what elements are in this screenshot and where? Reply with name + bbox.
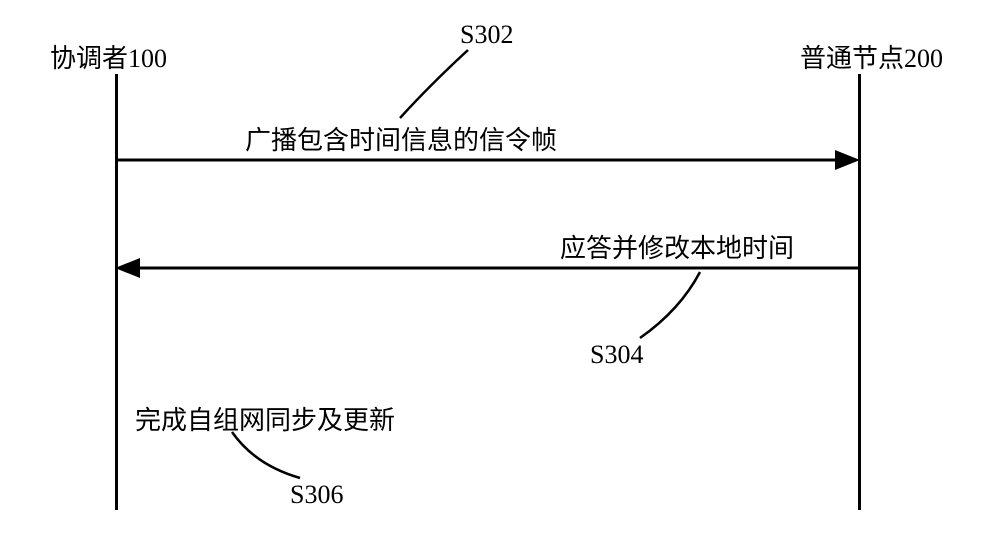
sequence-diagram: 协调者100 普通节点200 S302 S304 S306 广播包含时间信息的信… — [0, 0, 1000, 535]
connector-s306 — [0, 0, 1000, 535]
